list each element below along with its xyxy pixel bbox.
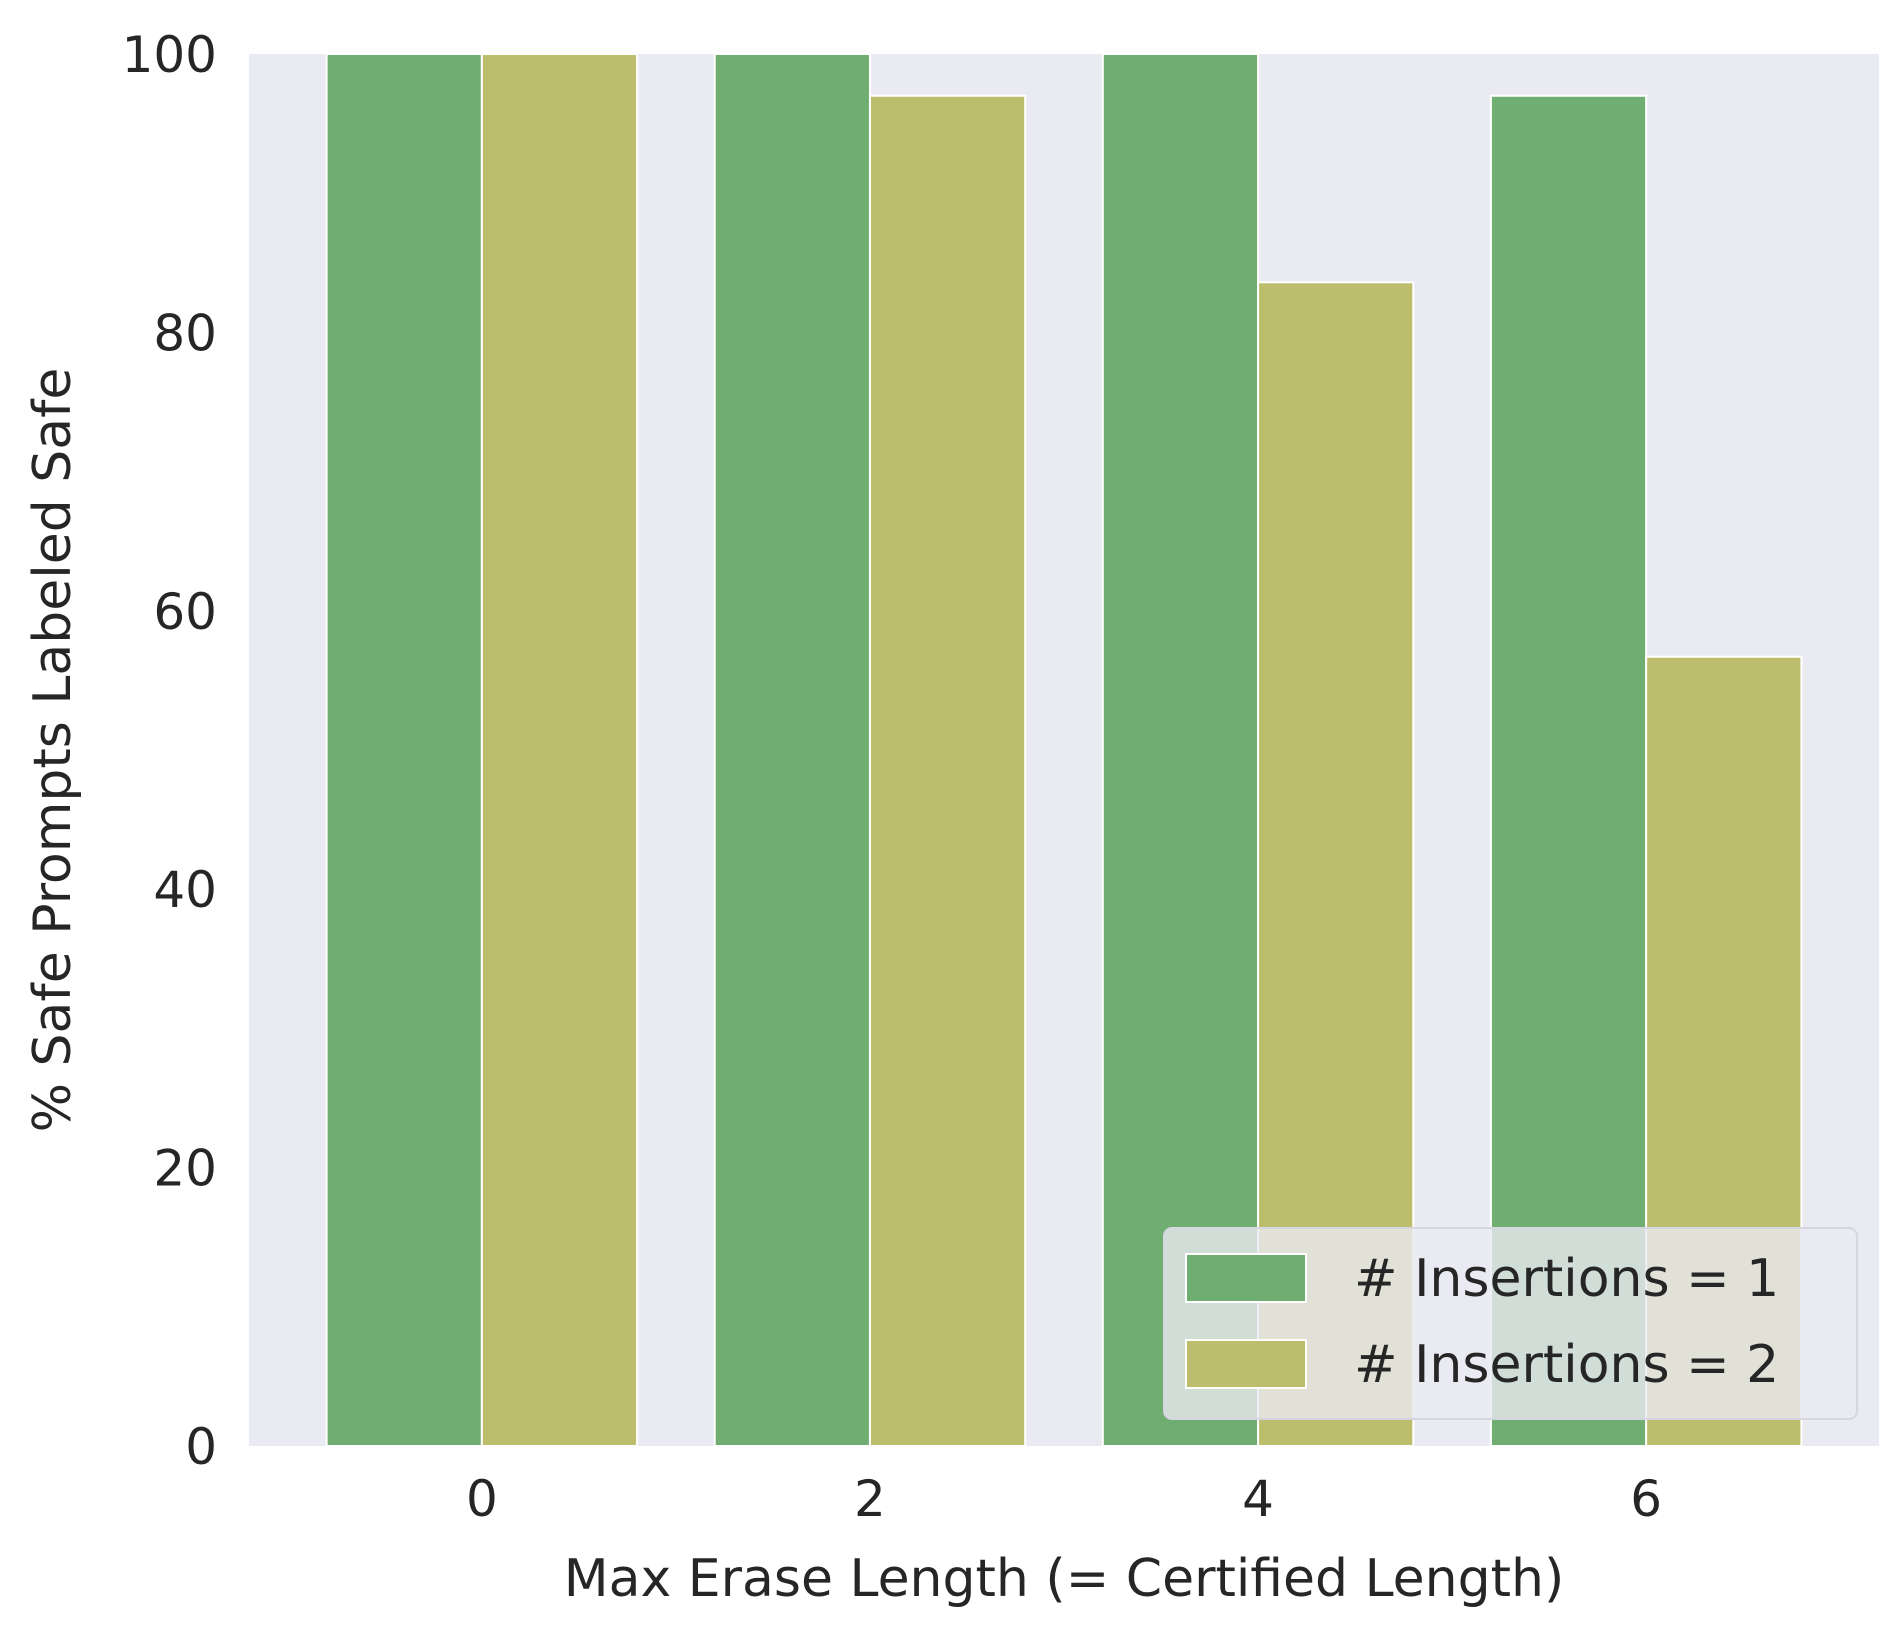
y-tick-label: 60 xyxy=(153,583,217,641)
x-axis-ticks: 0 2 4 6 xyxy=(466,1470,1662,1528)
y-tick-label: 80 xyxy=(153,304,217,362)
bar-6-series-1 xyxy=(1489,94,1648,1447)
x-axis-label: Max Erase Length (= Certified Length) xyxy=(564,1549,1564,1609)
legend-box xyxy=(1163,1227,1858,1420)
y-tick-label: 20 xyxy=(153,1140,217,1198)
x-tick-label: 2 xyxy=(854,1470,886,1528)
legend: # Insertions = 1 # Insertions = 2 xyxy=(1163,1227,1858,1420)
legend-swatch-series-2 xyxy=(1185,1339,1307,1389)
bar-0-series-1 xyxy=(325,53,483,1447)
bar-4-series-1 xyxy=(1101,53,1260,1447)
bar-2-series-2 xyxy=(868,94,1027,1447)
y-axis-label: % Safe Prompts Labeled Safe xyxy=(23,368,83,1133)
legend-label-series-2: # Insertions = 2 xyxy=(1354,1335,1779,1395)
legend-label-series-1: # Insertions = 1 xyxy=(1354,1249,1779,1309)
x-tick-label: 0 xyxy=(466,1470,498,1528)
y-tick-label: 0 xyxy=(185,1418,217,1476)
y-tick-label: 40 xyxy=(153,861,217,919)
y-axis-ticks: 0 20 40 60 80 100 xyxy=(122,26,217,1476)
bar-0-series-2 xyxy=(480,53,639,1447)
x-tick-label: 6 xyxy=(1630,1470,1662,1528)
y-tick-label: 100 xyxy=(122,26,217,84)
bars-group xyxy=(325,53,1803,1448)
x-tick-label: 4 xyxy=(1242,1470,1274,1528)
bar-2-series-1 xyxy=(713,53,871,1447)
legend-swatch-series-1 xyxy=(1185,1253,1307,1303)
